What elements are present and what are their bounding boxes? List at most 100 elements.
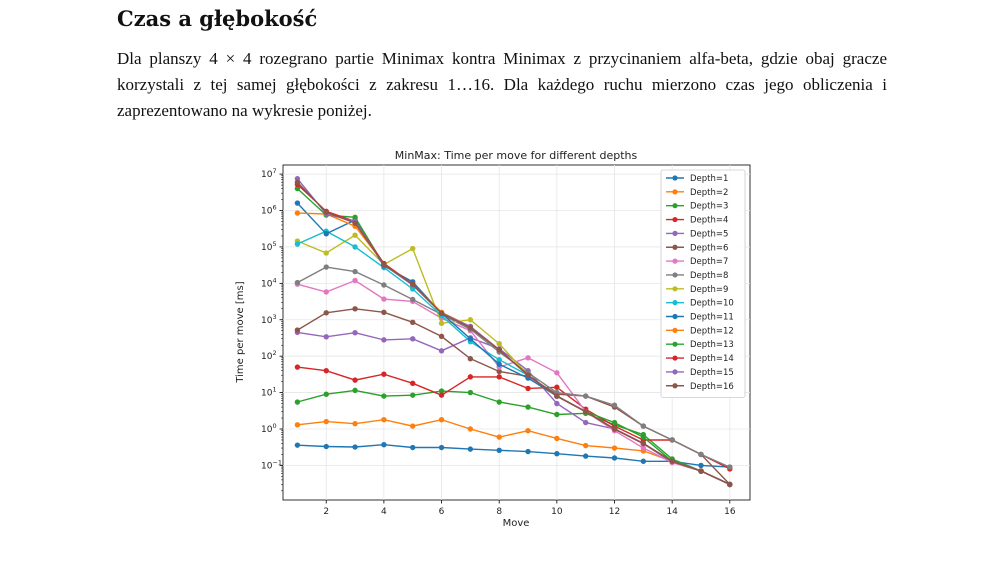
data-point	[381, 261, 387, 268]
data-point	[410, 245, 416, 252]
data-point	[381, 393, 387, 399]
legend-entry: Depth=11	[666, 313, 734, 323]
legend-label: Depth=9	[690, 285, 728, 295]
data-point	[467, 356, 474, 362]
data-point	[640, 423, 647, 429]
data-point	[294, 364, 301, 370]
legend-label: Depth=15	[690, 368, 734, 378]
data-point	[727, 464, 733, 470]
data-point	[323, 367, 329, 374]
data-point	[352, 277, 358, 284]
y-tick-base: 10	[261, 389, 273, 399]
data-point	[323, 231, 329, 237]
x-ticks: 2 4 6 8 10 12 14 16	[323, 500, 736, 517]
legend-entry: Depth=9	[666, 285, 728, 295]
data-point	[410, 286, 416, 292]
legend-entry: Depth=12	[666, 326, 734, 336]
legend-entry: Depth=7	[666, 257, 728, 267]
data-point	[410, 423, 416, 429]
data-point	[438, 320, 445, 326]
section-title: Czas a głębokość	[117, 6, 318, 31]
data-point	[611, 455, 618, 461]
plot-area	[282, 164, 751, 501]
data-point	[294, 399, 301, 405]
legend-swatch-marker	[672, 341, 678, 347]
data-point	[352, 330, 358, 336]
data-point	[525, 404, 531, 410]
y-tick-label: 10−1	[261, 458, 282, 471]
data-point	[611, 402, 618, 408]
y-tick-base: 10	[261, 425, 273, 435]
series-line	[297, 418, 731, 486]
data-point	[381, 309, 387, 316]
legend-label: Depth=10	[690, 299, 734, 309]
y-tick-exp: 3	[272, 313, 276, 321]
data-point	[698, 468, 704, 474]
legend-label: Depth=8	[690, 271, 728, 281]
series-depth-16	[294, 179, 733, 488]
data-point	[352, 214, 358, 221]
y-tick-exp: 0	[272, 422, 276, 430]
legend-entry: Depth=8	[666, 271, 728, 281]
legend-label: Depth=3	[690, 202, 728, 212]
y-tick-exp: 6	[272, 204, 276, 212]
y-tick-label: 100	[261, 422, 277, 435]
data-point	[554, 393, 560, 399]
data-point	[467, 336, 474, 342]
data-point	[467, 317, 474, 323]
data-point	[438, 388, 445, 394]
legend-label: Depth=5	[690, 229, 728, 239]
y-tick-exp: 2	[272, 349, 276, 357]
x-tick-label: 14	[666, 507, 678, 517]
data-point	[582, 442, 589, 449]
y-tick-exp: −1	[272, 458, 282, 466]
chart-figure: MinMax: Time per move for different dept…	[228, 140, 758, 532]
legend-label: Depth=14	[690, 354, 734, 364]
legend-entry: Depth=1	[666, 174, 728, 184]
legend-entry: Depth=2	[666, 188, 728, 198]
x-tick-label: 4	[381, 507, 387, 517]
data-point	[611, 426, 618, 432]
data-point	[496, 399, 502, 405]
data-point	[496, 447, 502, 453]
data-point	[410, 296, 416, 303]
data-point	[496, 374, 502, 380]
legend-entry: Depth=16	[666, 382, 734, 392]
y-tick-label: 103	[261, 313, 277, 326]
legend-entry: Depth=15	[666, 368, 734, 378]
data-point	[525, 448, 531, 455]
data-point	[352, 420, 358, 427]
data-point	[438, 416, 445, 423]
data-point	[496, 347, 502, 353]
legend-label: Depth=13	[690, 340, 734, 350]
data-point	[525, 355, 531, 361]
data-point	[496, 434, 502, 440]
x-axis-label: Move	[503, 518, 530, 529]
x-tick-label: 8	[496, 507, 502, 517]
data-point	[640, 434, 647, 440]
data-point	[669, 458, 675, 464]
section-paragraph: Dla planszy 4 × 4 rozegrano partie Minim…	[117, 49, 887, 120]
data-point	[410, 392, 416, 398]
legend-entry: Depth=13	[666, 340, 734, 350]
series-line	[297, 366, 731, 470]
data-point	[352, 377, 358, 383]
data-point	[727, 481, 733, 488]
data-point	[554, 370, 560, 376]
data-point	[410, 281, 416, 287]
data-point	[323, 250, 329, 256]
data-point	[467, 374, 474, 380]
legend-label: Depth=6	[690, 243, 728, 253]
y-tick-label: 105	[261, 240, 277, 253]
y-tick-label: 106	[261, 204, 277, 217]
legend-label: Depth=12	[690, 326, 734, 336]
data-point	[496, 356, 502, 363]
data-point	[467, 446, 474, 452]
data-point	[294, 279, 301, 286]
data-point	[698, 462, 704, 469]
series-line	[297, 443, 730, 468]
y-tick-exp: 4	[272, 276, 276, 284]
x-tick-label: 16	[724, 507, 736, 517]
data-point	[381, 371, 387, 377]
